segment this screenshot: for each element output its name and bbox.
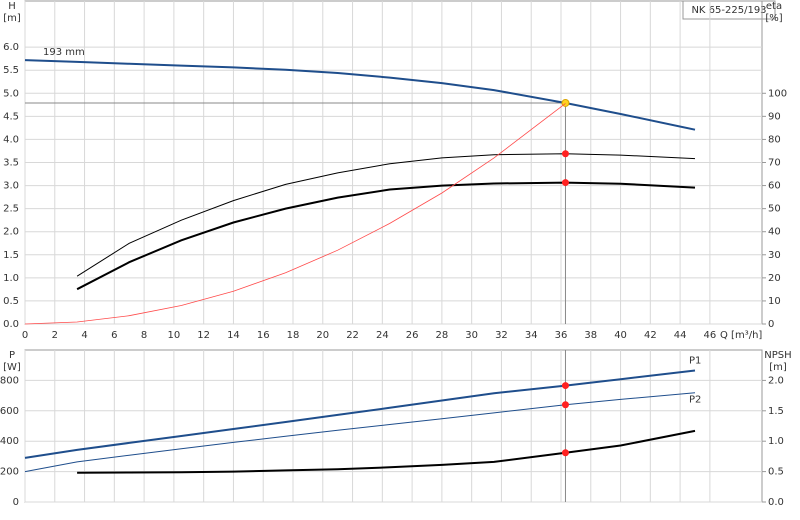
y-tick-label: 4.0 <box>3 134 19 145</box>
duty-point <box>561 449 569 457</box>
y-tick-label: 3.0 <box>3 181 19 192</box>
x-tick-label: 36 <box>555 330 568 341</box>
x-tick-label: 18 <box>287 330 300 341</box>
x-tick-label: 10 <box>168 330 181 341</box>
x-tick-label: 38 <box>584 330 597 341</box>
x-tick-label: 26 <box>406 330 419 341</box>
series-line <box>76 181 696 291</box>
y-tick-label: 1.0 <box>3 273 19 284</box>
duty-point <box>561 150 569 158</box>
x-tick-label: 42 <box>644 330 657 341</box>
x-tick-label: 14 <box>227 330 240 341</box>
x-tick-label: 46 <box>704 330 717 341</box>
y-tick-label: 600 <box>0 406 19 417</box>
y-tick-label: 2.0 <box>3 227 19 238</box>
series-line <box>24 103 566 325</box>
y2-label: eta <box>766 1 782 12</box>
y2-tick-label: 70 <box>768 158 781 169</box>
y-tick-label: 1.5 <box>3 250 19 261</box>
series-label: P1 <box>689 356 701 367</box>
x-tick-label: 28 <box>436 330 449 341</box>
y-tick-label: 0 <box>13 497 19 508</box>
x-tick-label: 44 <box>674 330 687 341</box>
chart-title: NK 65-225/193 <box>691 5 766 16</box>
y2-tick-label: 10 <box>768 296 781 307</box>
x-label: Q [m³/h] <box>720 330 762 341</box>
x-tick-label: 34 <box>525 330 538 341</box>
y2-tick-label: 30 <box>768 250 781 261</box>
y2-tick-label: 0 <box>768 319 774 330</box>
y2-tick-label: 1.0 <box>768 436 784 447</box>
y2-tick-label: 60 <box>768 181 781 192</box>
x-tick-label: 22 <box>346 330 359 341</box>
y-tick-label: 5.5 <box>3 65 19 76</box>
x-tick-label: 6 <box>111 330 117 341</box>
series-line <box>76 153 696 277</box>
y-label: H <box>8 1 16 12</box>
y2-tick-label: 100 <box>768 88 787 99</box>
series-line <box>77 429 696 474</box>
y-tick-label: 800 <box>0 375 19 386</box>
y2-tick-label: 40 <box>768 227 781 238</box>
y-tick-label: 6.0 <box>3 42 19 53</box>
y-tick-label: 4.5 <box>3 111 19 122</box>
y-tick-label: 400 <box>0 436 19 447</box>
x-tick-label: 32 <box>495 330 508 341</box>
y2-tick-label: 50 <box>768 204 781 215</box>
y-tick-label: 2.5 <box>3 204 19 215</box>
duty-point <box>561 179 569 187</box>
y-unit: [m] <box>3 13 21 24</box>
x-tick-label: 30 <box>465 330 478 341</box>
y-tick-label: 5.0 <box>3 88 19 99</box>
y-tick-label: 0.5 <box>3 296 19 307</box>
series-label: P2 <box>689 395 701 406</box>
duty-point <box>561 382 569 390</box>
x-tick-label: 20 <box>316 330 329 341</box>
y-tick-label: 3.5 <box>3 158 19 169</box>
x-tick-label: 8 <box>141 330 147 341</box>
x-tick-label: 16 <box>257 330 270 341</box>
x-tick-label: 2 <box>52 330 58 341</box>
y-tick-label: 0.0 <box>3 319 19 330</box>
y2-tick-label: 0.0 <box>768 497 784 508</box>
x-tick-label: 4 <box>81 330 87 341</box>
series-label: 193 mm <box>43 47 85 58</box>
x-tick-label: 24 <box>376 330 389 341</box>
y-tick-label: 200 <box>0 467 19 478</box>
y2-tick-label: 80 <box>768 134 781 145</box>
y2-tick-label: 2.0 <box>768 375 784 386</box>
y2-tick-label: 1.5 <box>768 406 784 417</box>
y-label: P <box>9 350 15 361</box>
y2-unit: [m] <box>769 362 787 373</box>
x-tick-label: 0 <box>22 330 28 341</box>
x-tick-label: 40 <box>614 330 627 341</box>
y2-unit: [%] <box>765 13 782 24</box>
y-unit: [W] <box>3 362 21 373</box>
y2-tick-label: 0.5 <box>768 467 784 478</box>
y2-tick-label: 20 <box>768 273 781 284</box>
y2-tick-label: 90 <box>768 111 781 122</box>
x-tick-label: 12 <box>197 330 210 341</box>
duty-point <box>561 401 569 409</box>
y2-label: NPSH <box>764 350 791 361</box>
